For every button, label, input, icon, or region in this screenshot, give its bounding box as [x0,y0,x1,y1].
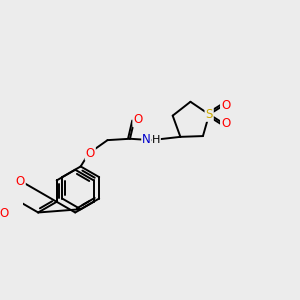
Text: O: O [133,113,142,126]
Text: O: O [85,147,95,160]
Text: H: H [152,135,160,145]
Text: O: O [0,206,8,220]
Text: O: O [221,117,230,130]
Text: O: O [16,175,25,188]
Text: O: O [221,99,230,112]
Text: S: S [206,108,213,121]
Text: N: N [142,134,151,146]
